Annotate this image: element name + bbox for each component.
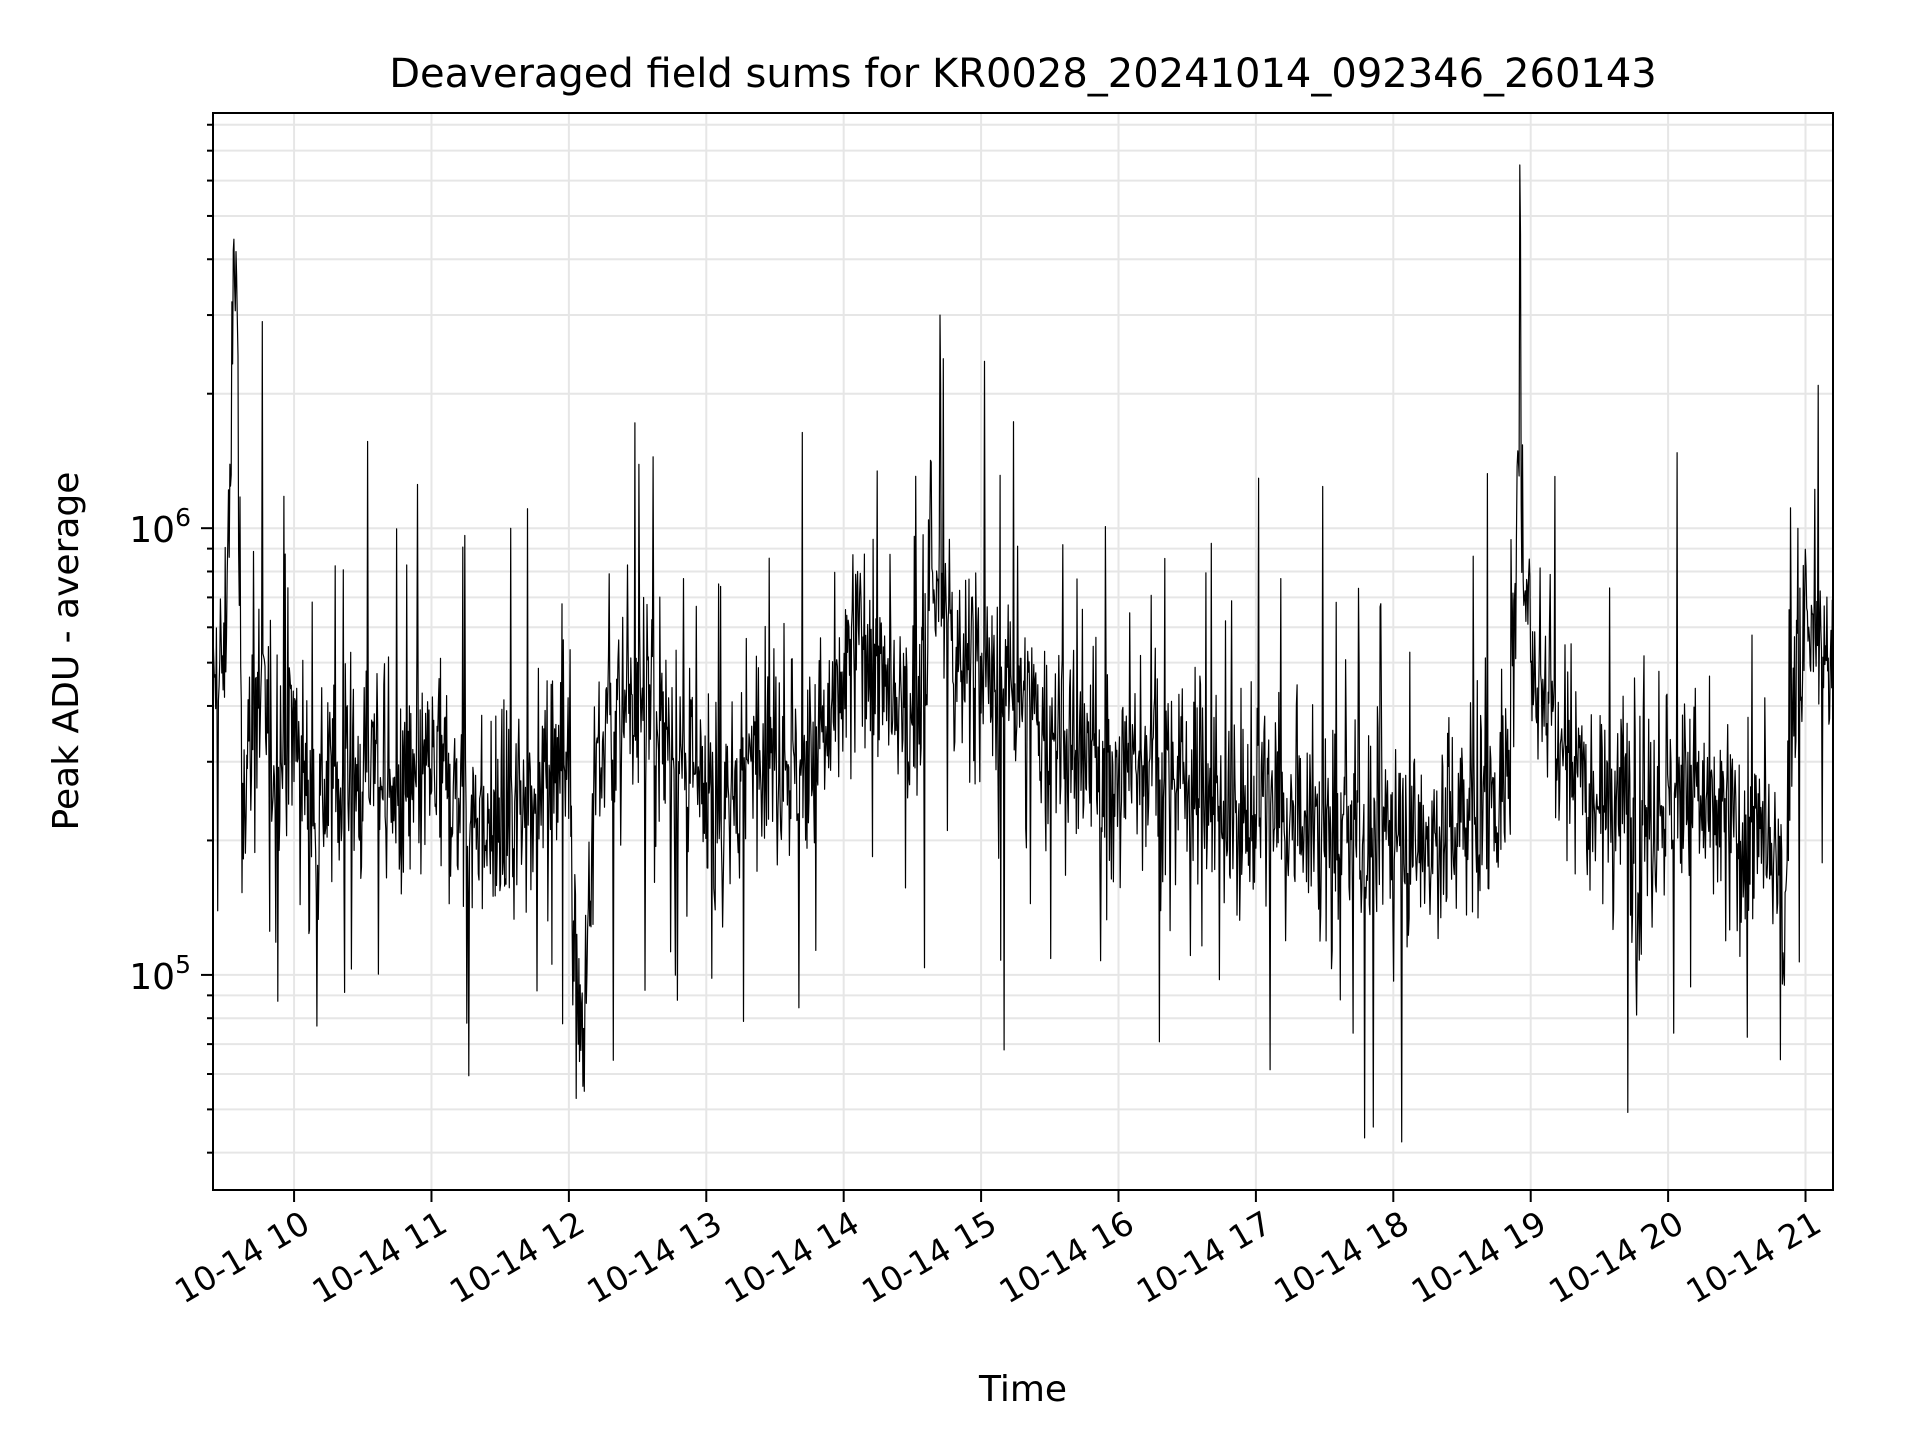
x-tick-label: 10-14 12: [443, 1203, 591, 1311]
series-line: [212, 164, 1834, 1143]
plot-frame: [212, 112, 1834, 1191]
y-tick-label: 106: [129, 503, 191, 551]
x-tick-label: 10-14 20: [1542, 1203, 1690, 1311]
x-tick-label: 10-14 17: [1130, 1203, 1278, 1311]
y-tick-label: 105: [129, 950, 191, 998]
x-tick-label: 10-14 19: [1405, 1203, 1553, 1311]
x-tick-label: 10-14 13: [580, 1203, 728, 1311]
y-axis-label: Peak ADU - average: [46, 472, 87, 831]
x-tick-label: 10-14 14: [718, 1203, 866, 1311]
x-tick-label: 10-14 21: [1680, 1203, 1828, 1311]
x-tick-label: 10-14 18: [1267, 1203, 1415, 1311]
x-tick-label: 10-14 11: [305, 1203, 453, 1311]
chart-title: Deaveraged field sums for KR0028_2024101…: [389, 51, 1657, 97]
x-tick-label: 10-14 15: [855, 1203, 1003, 1311]
x-axis-label: Time: [978, 1369, 1067, 1410]
series-layer: [212, 164, 1834, 1143]
grid: [213, 113, 1833, 1190]
x-tick-label: 10-14 16: [992, 1203, 1140, 1311]
x-tick-label: 10-14 10: [168, 1203, 316, 1311]
